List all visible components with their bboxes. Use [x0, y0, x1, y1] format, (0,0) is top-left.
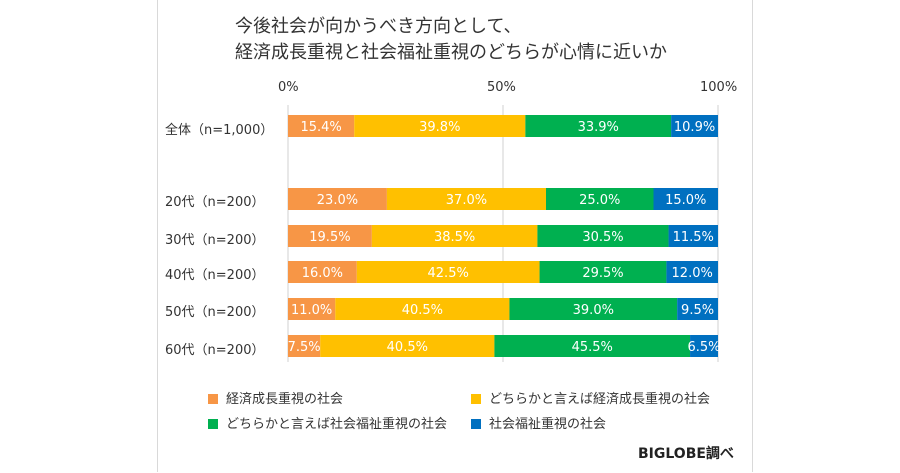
- bar-segment-r3-s0: [288, 261, 357, 283]
- bar-value-label-r5-s3: 6.5%: [688, 340, 721, 355]
- bar-segment-r2-s3: [668, 225, 718, 247]
- chart-title-line-1: 今後社会が向かうべき方向として、: [235, 16, 522, 37]
- category-label-20s: 20代（n=200）: [165, 195, 265, 210]
- bar-value-label-r4-s2: 39.0%: [573, 303, 614, 318]
- bar-segment-r0-s3: [671, 115, 718, 137]
- category-label-50s: 50代（n=200）: [165, 305, 265, 320]
- bar-segment-r2-s2: [537, 225, 669, 247]
- legend-label-4: 社会福祉重視の社会: [489, 417, 607, 432]
- bar-segment-r3-s3: [666, 261, 718, 283]
- bar-value-label-r5-s0: 7.5%: [288, 340, 321, 355]
- bar-segment-r2-s0: [288, 225, 372, 247]
- bar-value-label-r0-s0: 15.4%: [300, 120, 341, 135]
- legend-label-3: どちらかと言えば社会福祉重視の社会: [226, 417, 448, 432]
- legend-item-2: どちらかと言えば経済成長重視の社会: [471, 388, 710, 407]
- bar-value-label-r4-s3: 9.5%: [681, 303, 714, 318]
- bar-segment-r4-s1: [335, 298, 510, 320]
- bar-value-label-r3-s0: 16.0%: [302, 266, 343, 281]
- x-tick-label-100: 100%: [700, 80, 738, 95]
- bar-value-label-r3-s2: 29.5%: [582, 266, 623, 281]
- bar-value-label-r0-s1: 39.8%: [419, 120, 460, 135]
- bar-value-label-r0-s3: 10.9%: [674, 120, 715, 135]
- bar-value-label-r4-s1: 40.5%: [402, 303, 443, 318]
- bar-value-label-r3-s3: 12.0%: [672, 266, 713, 281]
- bar-segment-r5-s3: [690, 335, 718, 357]
- bar-segment-r5-s0: [288, 335, 321, 357]
- category-label-30s: 30代（n=200）: [165, 233, 265, 248]
- legend-item-1: 経済成長重視の社会: [208, 388, 343, 407]
- bar-value-label-r1-s0: 23.0%: [317, 193, 358, 208]
- bar-value-label-r5-s2: 45.5%: [572, 340, 613, 355]
- bar-value-label-r4-s0: 11.0%: [291, 303, 332, 318]
- x-tick-label-0: 0%: [278, 80, 299, 95]
- bar-segment-r5-s2: [494, 335, 691, 357]
- bar-segment-r2-s1: [371, 225, 538, 247]
- bar-value-label-r3-s1: 42.5%: [428, 266, 469, 281]
- bar-segment-r4-s3: [677, 298, 718, 320]
- source-credit: BIGLOBE調べ: [638, 446, 734, 462]
- legend-item-4: 社会福祉重視の社会: [471, 413, 606, 432]
- legend-swatch-1: [208, 394, 218, 404]
- category-label-40s: 40代（n=200）: [165, 268, 265, 283]
- bar-segment-r1-s2: [546, 188, 654, 210]
- bar-segment-r3-s1: [356, 261, 540, 283]
- bar-segment-r1-s0: [288, 188, 387, 210]
- bar-segment-r0-s2: [525, 115, 672, 137]
- bar-value-label-r5-s1: 40.5%: [387, 340, 428, 355]
- bar-segment-r3-s2: [539, 261, 667, 283]
- bar-segment-r4-s2: [509, 298, 678, 320]
- legend-label-1: 経済成長重視の社会: [226, 392, 344, 407]
- legend-item-3: どちらかと言えば社会福祉重視の社会: [208, 413, 447, 432]
- x-tick-label-50: 50%: [487, 80, 516, 95]
- bar-segment-r5-s1: [320, 335, 495, 357]
- bar-value-label-r1-s1: 37.0%: [446, 193, 487, 208]
- bar-value-label-r2-s3: 11.5%: [673, 230, 714, 245]
- bar-segment-r4-s0: [288, 298, 336, 320]
- category-label-60s: 60代（n=200）: [165, 343, 265, 358]
- bar-segment-r0-s1: [354, 115, 526, 137]
- chart-frame: [157, 0, 753, 472]
- legend-swatch-3: [208, 419, 218, 429]
- chart-title-line-2: 経済成長重視と社会福祉重視のどちらが心情に近いか: [235, 42, 667, 63]
- bar-value-label-r2-s0: 19.5%: [309, 230, 350, 245]
- bar-segment-r1-s3: [653, 188, 718, 210]
- bar-value-label-r0-s2: 33.9%: [578, 120, 619, 135]
- bar-value-label-r1-s3: 15.0%: [665, 193, 706, 208]
- bar-segment-r1-s1: [386, 188, 546, 210]
- legend-label-2: どちらかと言えば経済成長重視の社会: [489, 392, 711, 407]
- bar-value-label-r2-s2: 30.5%: [582, 230, 623, 245]
- legend-swatch-2: [471, 394, 481, 404]
- legend-swatch-4: [471, 419, 481, 429]
- bar-segment-r0-s0: [288, 115, 355, 137]
- bar-value-label-r2-s1: 38.5%: [434, 230, 475, 245]
- bar-value-label-r1-s2: 25.0%: [579, 193, 620, 208]
- category-label-all: 全体（n=1,000）: [165, 123, 274, 138]
